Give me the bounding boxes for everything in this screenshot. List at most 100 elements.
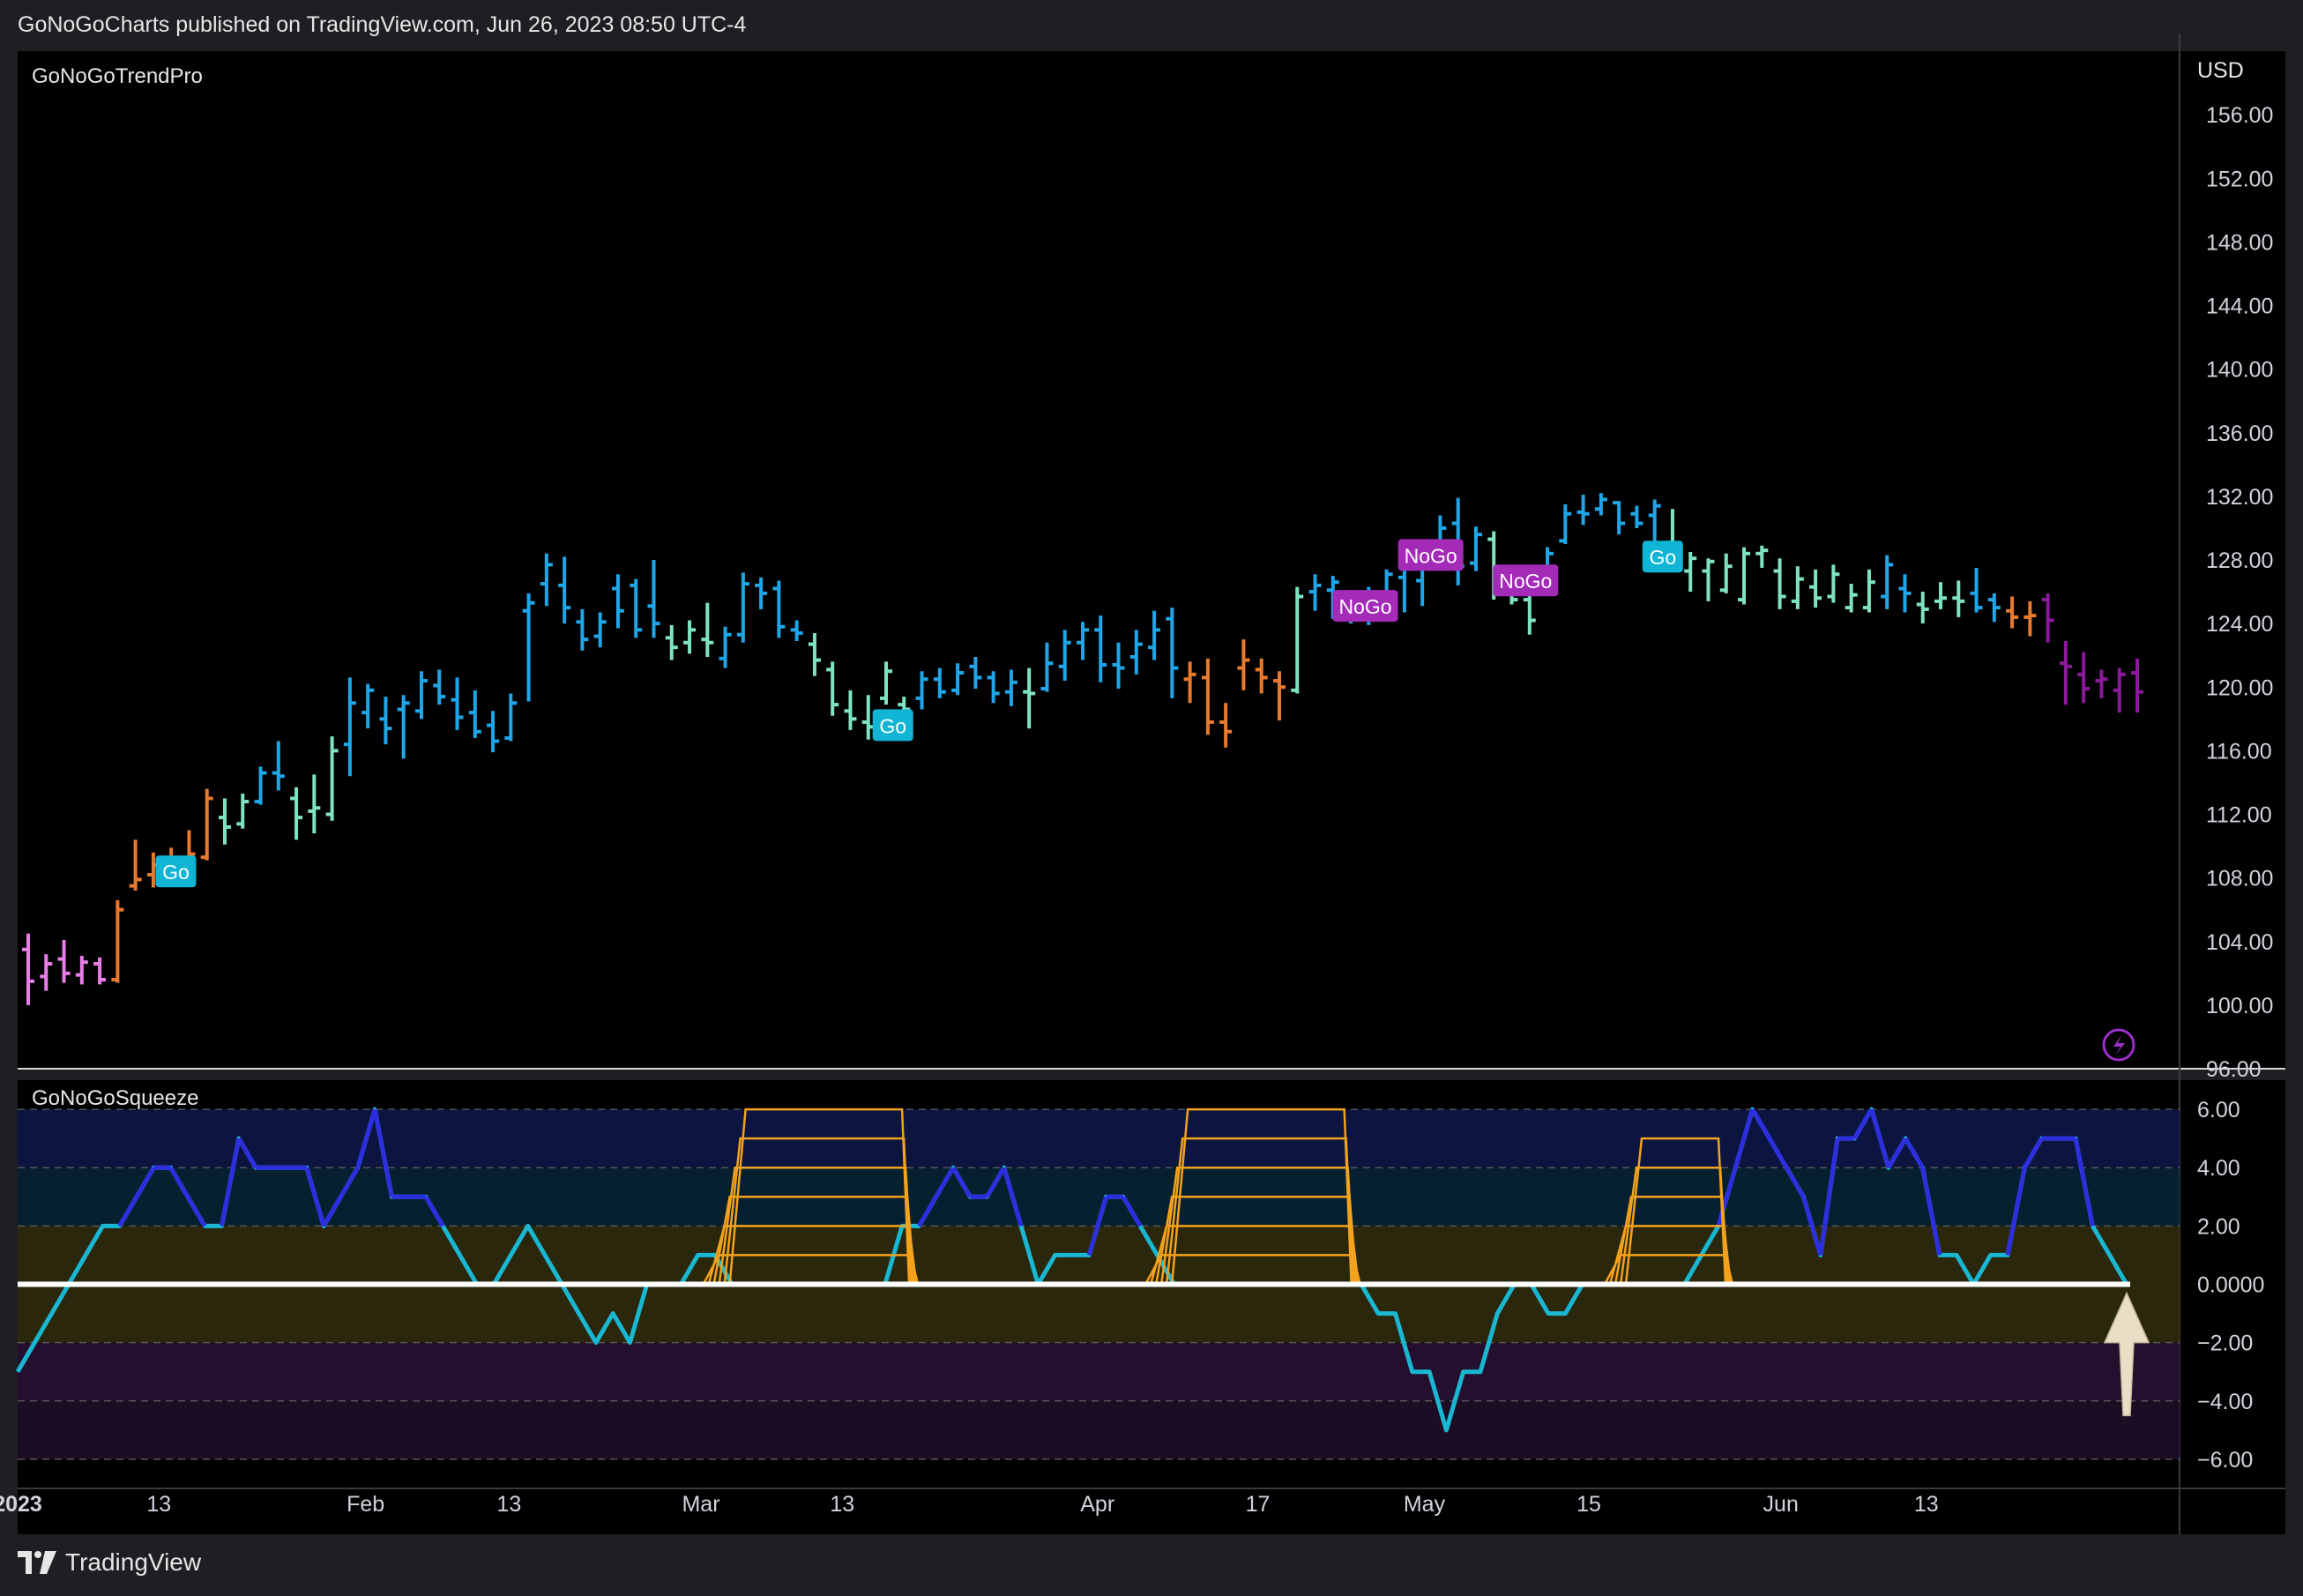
ohlc-bar [1576, 495, 1590, 526]
price-tick-label: 100.00 [2206, 994, 2273, 1018]
ohlc-bar [75, 955, 88, 985]
ohlc-bar [1952, 580, 1965, 617]
ohlc-bar [1255, 658, 1268, 694]
squeeze-band-0-m2 [18, 1284, 2180, 1343]
signal-label-text: NoGo [1405, 544, 1457, 567]
ohlc-bar [1077, 622, 1089, 660]
ohlc-bar [290, 787, 303, 840]
ohlc-bar [1148, 610, 1161, 660]
ohlc-bar [325, 736, 339, 821]
time-tick-label: Feb [347, 1492, 384, 1517]
ohlc-bar [254, 766, 267, 805]
ohlc-bar [540, 553, 553, 607]
signal-label-go: Go [155, 855, 197, 888]
ohlc-bar [1559, 503, 1572, 544]
price-axis-background [2180, 51, 2285, 1069]
ohlc-bar [880, 661, 893, 705]
price-tick-label: 108.00 [2206, 867, 2273, 891]
ohlc-bar [1291, 586, 1304, 694]
time-tick-label: Jun [1763, 1492, 1799, 1517]
price-panel-title: GoNoGoTrendPro [32, 64, 203, 88]
ohlc-bar [951, 663, 965, 696]
price-tick-label: 120.00 [2206, 675, 2273, 700]
ohlc-bar [57, 939, 71, 983]
squeeze-band-m2-m4 [18, 1342, 2180, 1401]
annotation-arrow [2103, 1291, 2150, 1417]
ohlc-bar [772, 580, 786, 638]
price-tick-label: 112.00 [2206, 803, 2272, 828]
price-tick-label: 156.00 [2206, 103, 2273, 128]
signal-label-nogo: NoGo [1493, 564, 1559, 597]
ohlc-bar [1023, 667, 1036, 729]
ohlc-bar [2113, 667, 2126, 713]
squeeze-ladder [702, 1108, 920, 1286]
alert-icon-bolt [2113, 1035, 2125, 1055]
time-tick-label: 2023 [0, 1492, 42, 1517]
ohlc-bar [40, 954, 53, 991]
ohlc-bar [665, 624, 678, 660]
signal-label-go: Go [872, 709, 913, 742]
ohlc-bar [468, 690, 481, 738]
chart-axes: 156.00152.00148.00144.00140.00136.00132.… [0, 58, 2273, 1517]
ladder-step [723, 1137, 913, 1285]
ohlc-bar [808, 632, 821, 676]
squeeze-band-2-0 [18, 1226, 2180, 1285]
ohlc-bar [2077, 652, 2091, 704]
ohlc-bar [558, 556, 571, 624]
ohlc-bar [129, 839, 142, 891]
ohlc-bar [1166, 608, 1179, 698]
time-tick-label: 13 [496, 1492, 521, 1517]
ohlc-bar [487, 711, 500, 753]
ohlc-bar [451, 677, 464, 730]
ohlc-bar [736, 572, 749, 643]
signal-label-box [872, 709, 913, 742]
signal-label-box [1642, 541, 1683, 573]
squeeze-ladder [1144, 1108, 1361, 1286]
ohlc-bar [701, 602, 714, 657]
time-tick-label: Apr [1080, 1492, 1114, 1517]
ohlc-bar [1791, 566, 1804, 609]
ohlc-bar [1094, 615, 1107, 682]
signal-label-text: NoGo [1499, 570, 1552, 593]
squeeze-tick-label: −2.00 [2197, 1331, 2253, 1356]
ohlc-bar [414, 671, 428, 720]
footer-logo[interactable]: TradingView [18, 1548, 201, 1577]
price-tick-label: 124.00 [2206, 612, 2273, 637]
ohlc-bar [1970, 568, 1983, 613]
signal-label-box [155, 855, 197, 888]
price-tick-label: 136.00 [2206, 421, 2273, 446]
squeeze-panel-title: GoNoGoSqueeze [32, 1086, 198, 1110]
ohlc-bar [630, 578, 643, 638]
ohlc-bar [1308, 574, 1322, 611]
price-tick-label: 152.00 [2206, 167, 2273, 191]
ohlc-bar [379, 697, 392, 745]
ohlc-bar [683, 620, 697, 654]
ohlc-bar [790, 620, 803, 641]
time-tick-label: May [1404, 1492, 1446, 1517]
ohlc-bar [504, 693, 518, 742]
ohlc-bar [1594, 493, 1607, 516]
time-tick-label: 15 [1576, 1492, 1601, 1517]
ohlc-bar [272, 741, 285, 791]
signal-label-text: Go [1649, 546, 1676, 569]
ohlc-bar [1719, 553, 1733, 593]
ohlc-bar [576, 608, 589, 651]
ohlc-bar [1630, 505, 1643, 528]
signal-label-text: Go [879, 714, 906, 737]
ohlc-bar [1809, 569, 1822, 608]
price-panel-background [18, 51, 2180, 1069]
alert-icon-ring [2102, 1028, 2135, 1062]
ladder-step [1165, 1137, 1354, 1285]
ohlc-bar [969, 656, 982, 690]
squeeze-axis-background [2180, 1080, 2285, 1488]
squeeze-tick-label: 0.0000 [2197, 1273, 2264, 1298]
ohlc-bar [1112, 642, 1125, 690]
ohlc-bar [343, 677, 356, 777]
squeeze-tick-label: 4.00 [2197, 1156, 2240, 1181]
ladder-step [1170, 1108, 1353, 1285]
ohlc-bar [236, 794, 250, 829]
ohlc-bar [1684, 551, 1697, 593]
ohlc-bar [218, 798, 231, 845]
time-tick-label: 13 [830, 1492, 854, 1517]
